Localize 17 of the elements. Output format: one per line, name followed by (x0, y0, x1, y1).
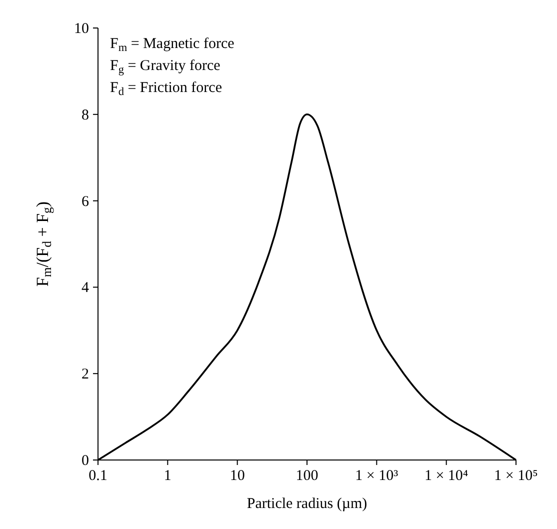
y-tick-label: 8 (82, 107, 89, 124)
x-tick-label: 1 × 10⁵ (494, 468, 538, 484)
y-tick-label: 10 (74, 21, 89, 37)
annotation: F$_{g}$ = Gravity force (110, 58, 221, 76)
y-tick-label: 0 (82, 453, 89, 469)
x-tick-label: 1 × 10⁴ (424, 468, 468, 484)
x-tick-label: 10 (230, 468, 245, 484)
y-tick-label: 4 (82, 280, 90, 296)
annotation: F$_{d}$ = Friction force (110, 80, 222, 98)
y-tick-label: 2 (82, 366, 89, 383)
y-tick-label: 6 (82, 194, 90, 210)
x-tick-label: 1 × 10³ (355, 468, 399, 484)
x-tick-label: 1 (164, 468, 172, 484)
x-tick-label: 0.1 (88, 468, 108, 484)
x-axis-title: Particle radius (µm) (246, 496, 368, 512)
annotation: F$_{m}$ = Magnetic force (110, 36, 235, 54)
x-tick-label: 100 (296, 468, 318, 484)
